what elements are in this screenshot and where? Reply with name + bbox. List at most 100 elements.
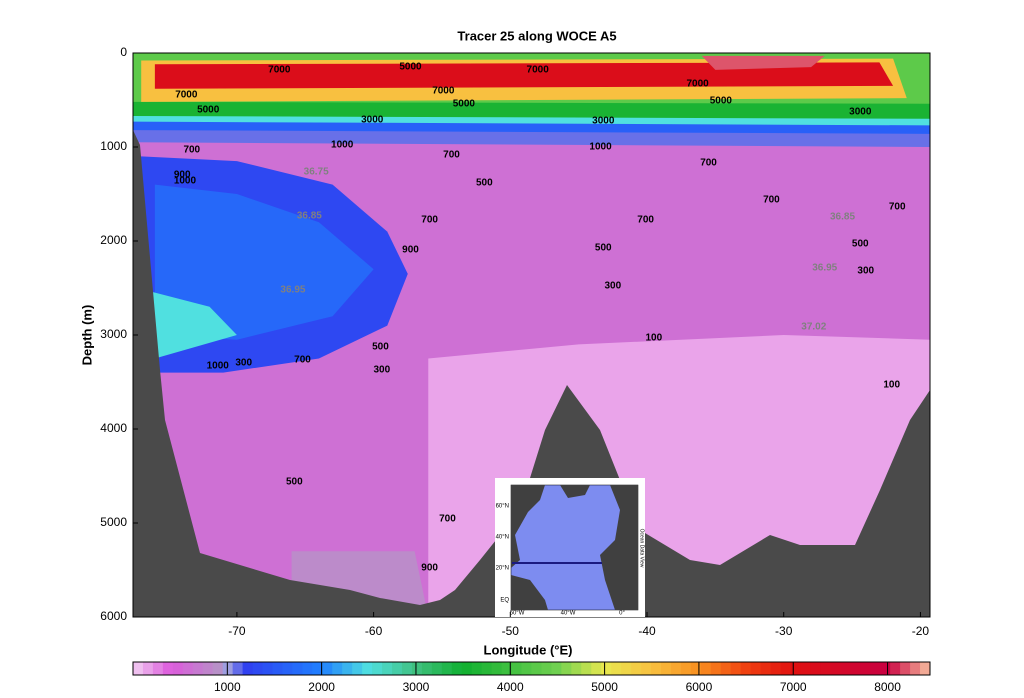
colorbar-step bbox=[750, 662, 762, 675]
colorbar-step bbox=[760, 662, 772, 675]
x-tick-label: -20 bbox=[912, 624, 930, 638]
contour-label: 700 bbox=[889, 202, 906, 213]
colorbar-step bbox=[262, 662, 273, 675]
y-tick-label: 0 bbox=[120, 45, 127, 59]
colorbar-step bbox=[162, 662, 174, 675]
inset-lat-label: 20°N bbox=[496, 566, 509, 572]
density-label: 36.95 bbox=[280, 285, 305, 296]
colorbar-step bbox=[601, 662, 612, 675]
colorbar-tick-label: 1000 bbox=[214, 680, 241, 693]
inset-land bbox=[511, 485, 545, 568]
colorbar-step bbox=[700, 662, 712, 675]
contour-label: 100 bbox=[646, 333, 663, 344]
contour-label: 700 bbox=[421, 215, 438, 226]
contour-label: 700 bbox=[763, 195, 780, 206]
contour-label: 5000 bbox=[453, 99, 476, 110]
y-axis-label: Depth (m) bbox=[79, 305, 94, 366]
colorbar-step bbox=[501, 662, 513, 675]
colorbar-step bbox=[770, 662, 782, 675]
colorbar-tick-label: 4000 bbox=[497, 680, 524, 693]
colorbar-step bbox=[352, 662, 363, 675]
colorbar-step bbox=[202, 662, 214, 675]
contour-label: 1000 bbox=[207, 361, 230, 372]
contour-label: 300 bbox=[857, 266, 874, 277]
colorbar-step bbox=[680, 662, 692, 675]
region bbox=[154, 62, 894, 89]
colorbar-step bbox=[431, 662, 443, 675]
contour-label: 700 bbox=[700, 158, 717, 169]
inset-lon-label: 40°W bbox=[561, 611, 576, 617]
colorbar-step bbox=[631, 662, 642, 675]
colorbar-step bbox=[441, 662, 453, 675]
colorbar-step bbox=[302, 662, 313, 675]
contour-label: 3000 bbox=[592, 116, 615, 127]
inset-credit: Ocean Data View bbox=[639, 529, 645, 568]
y-tick-label: 5000 bbox=[100, 515, 127, 529]
contour-label: 7000 bbox=[432, 86, 455, 97]
contour-label: 300 bbox=[604, 281, 621, 292]
colorbar-step bbox=[192, 662, 204, 675]
colorbar-step bbox=[740, 662, 752, 675]
contour-label: 700 bbox=[637, 215, 654, 226]
colorbar-step bbox=[900, 662, 911, 675]
contour-label: 700 bbox=[439, 514, 456, 525]
contour-label: 5000 bbox=[399, 62, 422, 73]
y-tick-label: 1000 bbox=[100, 139, 127, 153]
contour-label: 500 bbox=[372, 342, 389, 353]
inset-land bbox=[560, 485, 590, 498]
colorbar-step bbox=[272, 662, 283, 675]
contour-label: 700 bbox=[294, 355, 311, 366]
colorbar-step bbox=[152, 662, 164, 675]
chart-title: Tracer 25 along WOCE A5 bbox=[457, 28, 616, 43]
colorbar-step bbox=[641, 662, 652, 675]
colorbar-step bbox=[780, 662, 792, 675]
colorbar-step bbox=[800, 662, 811, 675]
colorbar-step bbox=[690, 662, 702, 675]
colorbar-step bbox=[252, 662, 264, 675]
colorbar-step bbox=[541, 662, 552, 675]
colorbar-tick-label: 3000 bbox=[403, 680, 430, 693]
x-tick-label: -30 bbox=[775, 624, 793, 638]
inset-land bbox=[511, 575, 548, 610]
colorbar-step bbox=[511, 662, 523, 675]
colorbar-step bbox=[491, 662, 503, 675]
contour-label: 700 bbox=[443, 150, 460, 161]
colorbar-step bbox=[342, 662, 353, 675]
region bbox=[137, 288, 237, 359]
contour-label: 5000 bbox=[710, 96, 733, 107]
colorbar-step bbox=[571, 662, 582, 675]
colorbar-tick-label: 5000 bbox=[591, 680, 618, 693]
colorbar-step bbox=[372, 662, 383, 675]
colorbar-tick-label: 8000 bbox=[874, 680, 901, 693]
colorbar-step bbox=[581, 662, 592, 675]
x-tick-label: -50 bbox=[502, 624, 520, 638]
contour-label: 7000 bbox=[686, 79, 709, 90]
colorbar-step bbox=[830, 662, 841, 675]
colorbar-step bbox=[133, 662, 144, 675]
colorbar-step bbox=[282, 662, 293, 675]
x-tick-label: -70 bbox=[228, 624, 246, 638]
contour-label: 1000 bbox=[331, 140, 354, 151]
colorbar-step bbox=[790, 662, 801, 675]
y-tick-label: 6000 bbox=[100, 609, 127, 623]
colorbar-step bbox=[810, 662, 821, 675]
colorbar-step bbox=[362, 662, 373, 675]
colorbar-frame bbox=[132, 661, 931, 676]
contour-label: 1000 bbox=[589, 142, 612, 153]
colorbar-step bbox=[730, 662, 742, 675]
colorbar-step bbox=[182, 662, 194, 675]
y-tick-label: 4000 bbox=[100, 421, 127, 435]
colorbar-step bbox=[670, 662, 682, 675]
contour-label: 7000 bbox=[175, 90, 198, 101]
density-label: 36.85 bbox=[297, 211, 322, 222]
colorbar-step bbox=[172, 662, 184, 675]
contour-label: 900 bbox=[402, 245, 419, 256]
y-tick-label: 2000 bbox=[100, 233, 127, 247]
colorbar-step bbox=[481, 662, 493, 675]
colorbar-step bbox=[661, 662, 672, 675]
contour-label: 5000 bbox=[197, 105, 220, 116]
contour-label: 300 bbox=[235, 358, 252, 369]
colorbar-step bbox=[421, 662, 433, 675]
colorbar-step bbox=[591, 662, 602, 675]
